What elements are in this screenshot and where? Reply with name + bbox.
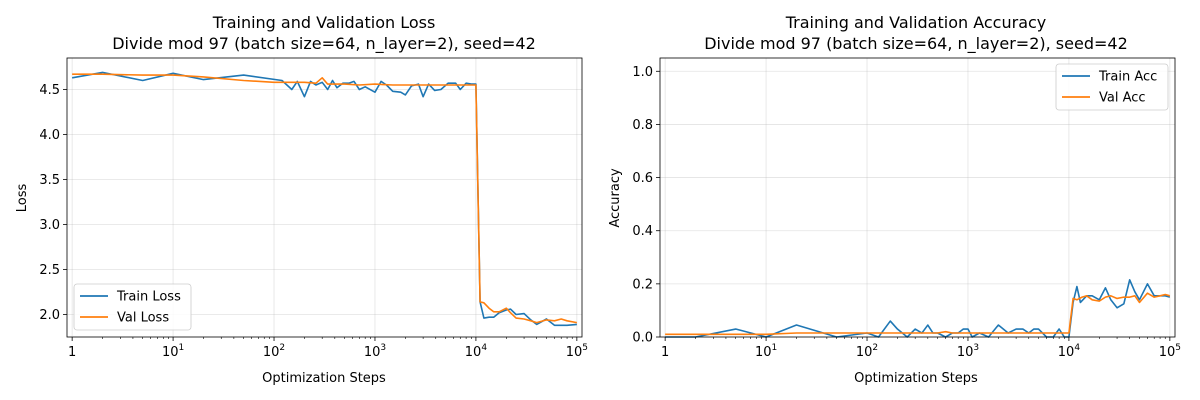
loss-y-tick-label: 4.5 — [39, 83, 60, 98]
accuracy-y-tick-label: 0.4 — [632, 224, 653, 239]
loss-legend-label: Val Loss — [117, 311, 169, 326]
loss-x-axis-label: Optimization Steps — [262, 371, 386, 386]
accuracy-x-ticks: 1 101 102 103 104 105 — [661, 337, 1181, 360]
accuracy-y-axis-label: Accuracy — [608, 168, 623, 228]
loss-y-tick-label: 2.0 — [39, 308, 60, 323]
loss-legend: Train Loss Val Loss — [73, 283, 192, 331]
loss-series-train-loss — [72, 71, 577, 327]
loss-x-tick-label: 101 — [162, 343, 184, 360]
loss-plot-frame — [66, 57, 583, 338]
loss-x-tick-label: 1 — [68, 345, 76, 360]
accuracy-legend: Train Acc Val Acc — [1055, 63, 1169, 111]
accuracy-x-tick-label: 105 — [1159, 343, 1181, 360]
accuracy-x-tick-label: 101 — [755, 343, 777, 360]
loss-y-tick-label: 3.5 — [39, 173, 60, 188]
accuracy-y-tick-label: 0.2 — [632, 277, 653, 292]
accuracy-y-tick-label: 0.8 — [632, 118, 653, 133]
loss-chart-subtitle: Divide mod 97 (batch size=64, n_layer=2)… — [112, 34, 536, 54]
loss-series-val-loss — [72, 73, 577, 324]
loss-x-ticks: 1 101 102 103 104 105 — [68, 337, 588, 360]
accuracy-x-tick-label: 102 — [856, 343, 878, 360]
accuracy-y-tick-label: 1.0 — [632, 65, 653, 80]
accuracy-y-tick-label: 0.6 — [632, 171, 653, 186]
loss-series — [72, 71, 577, 327]
accuracy-series — [665, 279, 1171, 338]
accuracy-series-train-acc — [665, 279, 1171, 338]
accuracy-chart-title: Training and Validation Accuracy — [785, 13, 1047, 32]
accuracy-x-tick-label: 103 — [957, 343, 979, 360]
accuracy-chart-subtitle: Divide mod 97 (batch size=64, n_layer=2)… — [704, 34, 1128, 54]
accuracy-y-ticks: 0.0 0.2 0.4 0.6 0.8 1.0 — [632, 65, 660, 346]
accuracy-x-tick-label: 104 — [1058, 343, 1081, 360]
loss-y-axis-label: Loss — [15, 184, 30, 213]
loss-y-tick-label: 4.0 — [39, 128, 60, 143]
loss-chart: Training and Validation Loss Divide mod … — [15, 13, 588, 386]
accuracy-legend-label: Val Acc — [1099, 91, 1146, 106]
loss-y-tick-label: 2.5 — [39, 263, 60, 278]
accuracy-legend-label: Train Acc — [1098, 70, 1157, 85]
accuracy-x-axis-label: Optimization Steps — [854, 371, 978, 386]
loss-x-tick-label: 104 — [465, 343, 488, 360]
accuracy-series-val-acc — [665, 292, 1171, 336]
accuracy-plot-frame — [659, 57, 1176, 338]
loss-y-tick-label: 3.0 — [39, 218, 60, 233]
loss-legend-label: Train Loss — [116, 290, 181, 305]
loss-y-ticks: 2.0 2.5 3.0 3.5 4.0 4.5 — [39, 83, 67, 323]
loss-x-tick-label: 102 — [263, 343, 285, 360]
loss-x-tick-label: 103 — [364, 343, 386, 360]
loss-x-tick-label: 105 — [566, 343, 588, 360]
accuracy-x-tick-label: 1 — [661, 345, 669, 360]
loss-chart-title: Training and Validation Loss — [212, 13, 436, 32]
accuracy-chart: Training and Validation Accuracy Divide … — [608, 13, 1181, 386]
accuracy-y-tick-label: 0.0 — [632, 331, 653, 346]
